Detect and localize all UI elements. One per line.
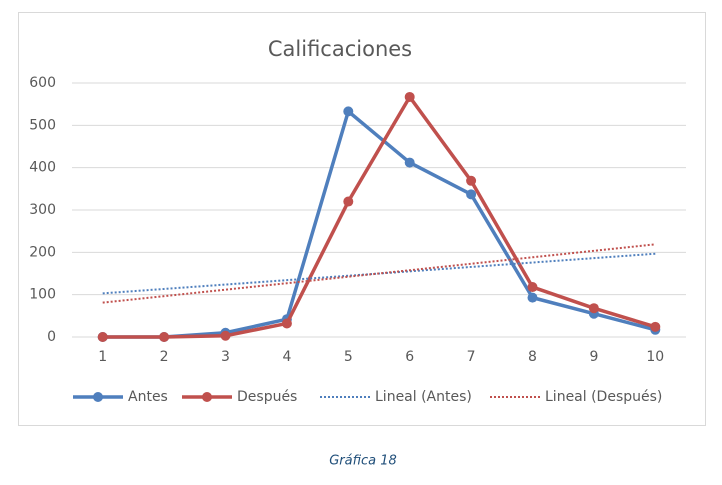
legend-marker: [93, 392, 103, 402]
x-tick-label: 3: [221, 349, 230, 365]
data-point: [97, 332, 108, 342]
data-point: [404, 91, 415, 102]
data-point: [404, 157, 415, 168]
y-tick-label: 600: [29, 75, 56, 91]
y-tick-label: 300: [29, 202, 56, 218]
data-point: [527, 292, 538, 303]
data-point: [588, 303, 599, 314]
series-line: [102, 243, 656, 304]
legend-label: Lineal (Después): [545, 389, 662, 405]
legend-marker: [202, 392, 212, 402]
data-point: [343, 196, 354, 207]
x-tick-label: 1: [98, 349, 107, 365]
chart-title: Calificaciones: [268, 37, 412, 61]
data-point: [159, 332, 170, 342]
y-tick-label: 100: [29, 287, 56, 303]
y-tick-label: 0: [47, 329, 56, 345]
legend-label: Antes: [128, 389, 168, 405]
x-tick-label: 7: [467, 349, 476, 365]
data-point: [281, 318, 292, 329]
chart-frame: [18, 12, 706, 426]
data-point: [343, 106, 354, 117]
data-point: [466, 189, 477, 200]
x-tick-label: 10: [646, 349, 664, 365]
data-point: [650, 321, 661, 332]
x-tick-label: 5: [344, 349, 353, 365]
x-tick-label: 9: [589, 349, 598, 365]
caption: Gráfica 18: [329, 454, 397, 469]
x-tick-label: 6: [405, 349, 414, 365]
x-tick-label: 2: [160, 349, 169, 365]
y-tick-label: 200: [29, 244, 56, 260]
legend-label: Después: [237, 389, 297, 405]
legend-label: Lineal (Antes): [375, 389, 472, 405]
x-tick-label: 4: [282, 349, 291, 365]
series-line: [102, 95, 656, 339]
x-tick-label: 8: [528, 349, 537, 365]
data-point: [527, 282, 538, 293]
data-point: [466, 175, 477, 186]
y-tick-label: 500: [29, 117, 56, 133]
y-tick-label: 400: [29, 160, 56, 176]
data-point: [220, 330, 231, 341]
